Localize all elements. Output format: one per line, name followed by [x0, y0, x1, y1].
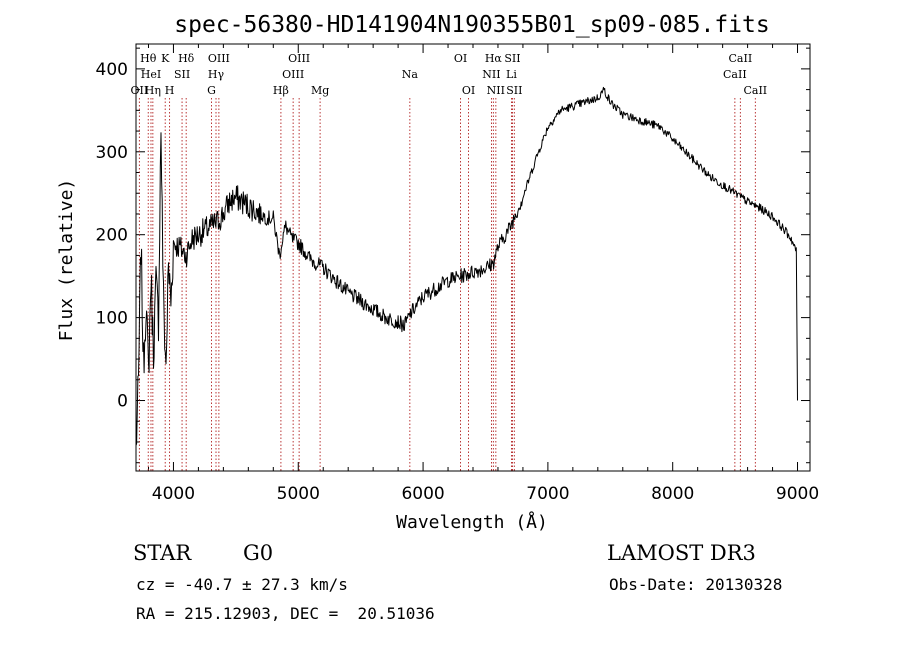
spectral-line-label: Hα — [485, 52, 503, 65]
spectral-line-label: CaII — [723, 68, 747, 81]
spectral-line-label: SII — [506, 84, 522, 97]
plot-frame — [135, 43, 811, 472]
spectral-line-label: OIII — [282, 68, 304, 81]
spectral-line-label: Hγ — [208, 68, 225, 81]
y-axis-label: Flux (relative) — [56, 179, 77, 342]
spectral-line-label: OIII — [288, 52, 310, 65]
y-tick-label: 300 — [96, 143, 128, 163]
spectral-line-label: Hη — [145, 84, 161, 97]
spectral-line-label: SII — [174, 68, 190, 81]
obs-date: Obs-Date: 20130328 — [609, 575, 783, 594]
plot-area: 4000 5000 6000 7000 8000 9000 0 100 200 300 400 Hθ H… — [96, 43, 819, 504]
object-class: STAR — [133, 541, 192, 565]
spectral-line-label: CaII — [729, 52, 753, 65]
survey-name: LAMOST DR3 — [607, 541, 756, 565]
spectral-line-label: G — [207, 84, 216, 97]
spectral-line-label: Li — [506, 68, 517, 81]
y-tick-label: 0 — [117, 392, 128, 412]
y-tick-label: 200 — [96, 226, 128, 246]
y-tick-label: 400 — [96, 60, 128, 80]
spectral-line-label: OI — [454, 52, 467, 65]
spectral-line-label: H — [165, 84, 175, 97]
spectral-line-label: SII — [504, 52, 520, 65]
spectrum-trace — [135, 86, 798, 446]
x-tick-label: 8000 — [651, 484, 694, 504]
spectral-line-label: NII — [487, 84, 505, 97]
x-axis-label: Wavelength (Å) — [396, 511, 548, 533]
spectral-line-label: NII — [482, 68, 500, 81]
chart-title: spec-56380-HD141904N190355B01_sp09-085.f… — [174, 12, 769, 38]
y-tick-label: 100 — [96, 309, 128, 329]
spectral-line-label: HeI — [141, 68, 161, 81]
spectral-line-label: Hβ — [273, 84, 289, 97]
spectral-line-label: Mg — [311, 84, 329, 97]
subclass: G0 — [243, 541, 274, 565]
spectral-line-label: OIII — [208, 52, 230, 65]
spectral-line-label: Na — [402, 68, 419, 81]
x-tick-label: 6000 — [401, 484, 444, 504]
spectral-line-label: CaII — [743, 84, 767, 97]
redshift-readout: cz = -40.7 ± 27.3 km/s — [136, 575, 348, 594]
spectral-line-label: Hθ — [140, 52, 157, 65]
x-tick-label: 7000 — [526, 484, 569, 504]
spectral-line-label: OI — [462, 84, 475, 97]
x-tick-label: 5000 — [277, 484, 320, 504]
spectral-line-label: OII — [131, 84, 149, 97]
x-tick-label: 9000 — [776, 484, 819, 504]
x-tick-label: 4000 — [152, 484, 195, 504]
spectral-line-label: K — [161, 52, 170, 65]
coordinates: RA = 215.12903, DEC = 20.51036 — [136, 604, 435, 623]
spectral-line-label: Hδ — [178, 52, 195, 65]
